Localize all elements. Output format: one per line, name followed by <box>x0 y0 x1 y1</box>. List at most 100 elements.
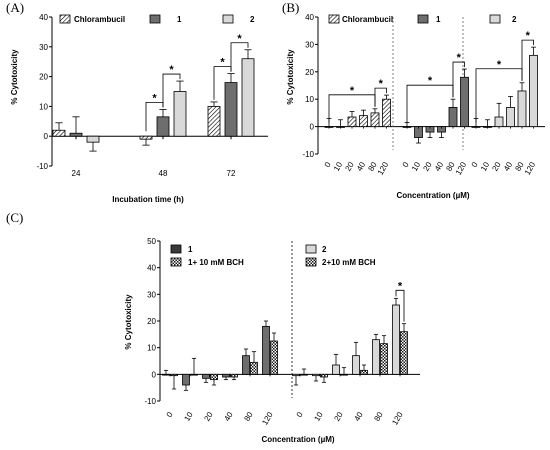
panel-c-bar <box>300 373 308 376</box>
panel-b-bar <box>517 90 527 128</box>
panel-b-significance-star: * <box>428 75 433 87</box>
panel-b-xtick-label: 20 <box>421 160 434 173</box>
panel-a-ytick-label: 40 <box>39 13 48 22</box>
panel-c-xtick-label: 20 <box>332 410 345 423</box>
panel-c-bar <box>222 373 230 378</box>
panel-a-legend: Chlorambucil 1 2 <box>59 14 255 24</box>
panel-a-significance-star: * <box>237 33 242 45</box>
panel-b-bar <box>506 107 515 127</box>
legend-label-c2-bch: 2+10 mM BCH <box>322 258 376 267</box>
panel-a-xlabel: Incubation time (h) <box>112 195 184 204</box>
panel-b-ylabel: % Cytotoxicity <box>286 49 295 105</box>
panel-c-bar <box>372 339 380 375</box>
panel-c-xtick-label: 10 <box>312 410 325 423</box>
panel-a-ytick-label: 0 <box>44 132 49 141</box>
panel-b-significance-star: * <box>526 30 531 42</box>
legend-label-c1: 1 <box>188 245 193 254</box>
panel-a-significance-star: * <box>220 57 225 69</box>
panel-b-significance-star: * <box>497 59 502 71</box>
panel-a-bar <box>241 58 255 137</box>
panel-b-ytick-label: 30 <box>305 40 314 49</box>
panel-b-xtick-label: 40 <box>355 160 368 173</box>
legend-swatch-2-b <box>489 14 501 24</box>
panel-c-xtick-label: 0 <box>295 410 305 419</box>
panel-c-bar <box>230 373 238 378</box>
panel-c-legend: 1 1+ 10 mM BCH 2 2+10 mM BCH <box>170 244 376 267</box>
panel-a-bar <box>69 132 83 137</box>
panel-b-xtick-label: 20 <box>343 160 356 173</box>
panel-a-bar <box>207 106 221 137</box>
panel-b-significance-star: * <box>379 78 384 90</box>
panel-c-xtick-label: 120 <box>390 410 405 427</box>
legend-label-2-b: 2 <box>512 15 517 24</box>
panel-c-significance-star: * <box>398 280 403 292</box>
panel-b-xtick-label: 10 <box>479 160 492 173</box>
panel-a-ylabel: % Cytotoxicity <box>10 49 19 105</box>
legend-swatch-chlorambucil-b <box>328 14 340 24</box>
legend-swatch-c2-bch <box>305 257 317 267</box>
panel-a-bar <box>52 129 66 137</box>
panel-c-xtick-label: 0 <box>165 410 175 419</box>
panel-a-bar <box>86 135 100 143</box>
panel-c-bar <box>162 373 170 376</box>
panel-c-label: (C) <box>6 210 23 225</box>
panel-b-ytick-label: 0 <box>310 123 315 132</box>
panel-b-ytick-label: -10 <box>302 150 314 159</box>
panel-b-bar <box>529 54 538 127</box>
panel-c-bar <box>332 364 340 375</box>
panel-a-bar <box>173 91 187 137</box>
panel-b-xtick-label: 20 <box>490 160 503 173</box>
panel-b-bar <box>382 98 391 127</box>
panel-c-ytick-label: -10 <box>144 397 156 406</box>
panel-b-legend: Chlorambucil 1 2 <box>328 14 517 24</box>
panel-c-significance-bracket <box>395 289 405 322</box>
legend-label-chlorambucil-b: Chlorambucil <box>342 15 393 24</box>
panel-c-xtick-label: 20 <box>202 410 215 423</box>
panel-c-bar <box>202 373 210 379</box>
panel-a-significance-star: * <box>152 92 157 104</box>
panel-a-bar <box>139 135 153 140</box>
panel-b-bar <box>460 76 469 127</box>
legend-swatch-2 <box>222 14 234 24</box>
panel-a-bar <box>156 116 170 137</box>
panel-c-bar <box>190 373 198 376</box>
panel-a-ytick-label: 10 <box>39 102 48 111</box>
panel-a-significance-bracket <box>230 42 249 72</box>
panel-b-xtick-label: 10 <box>410 160 423 173</box>
panel-b-xtick-label: 0 <box>401 160 411 169</box>
panel-a-ytick-label: 20 <box>39 73 48 82</box>
panel-c-bar <box>340 373 348 376</box>
panel-a-significance-star: * <box>169 64 174 76</box>
panel-c-bar <box>170 373 178 377</box>
panel-a-significance-bracket <box>162 73 181 108</box>
panel-b-significance-bracket <box>521 39 534 81</box>
legend-label-c2: 2 <box>322 245 327 254</box>
legend-label-c1-bch: 1+ 10 mM BCH <box>188 258 244 267</box>
panel-a-ytick-label: 30 <box>39 43 48 52</box>
panel-b-xlabel: Concentration (µM) <box>396 191 469 200</box>
panel-b-xtick-label: 40 <box>502 160 515 173</box>
panel-c-bar <box>320 373 328 378</box>
panel-b-significance-star: * <box>350 85 355 97</box>
panel-b-xtick-label: 0 <box>470 160 480 169</box>
panel-c-bar <box>292 373 300 377</box>
legend-label-chlorambucil: Chlorambucil <box>74 15 125 24</box>
panel-a-ytick-label: -10 <box>36 162 48 171</box>
panel-a-xtick-label: 48 <box>159 169 168 178</box>
panel-c-bar <box>270 340 278 375</box>
panel-c-bar <box>242 355 250 375</box>
panel-c-ytick-label: 40 <box>147 264 156 273</box>
panel-b-bar <box>448 107 458 127</box>
panel-c-plot: -10 0 10 20 30 40 50 0 10 20 40 80 120 0 10 20 40 80 120 * <box>144 237 420 427</box>
panel-b-ytick-label: 40 <box>305 13 314 22</box>
panel-b-xtick-label: 120 <box>454 160 469 177</box>
panel-b-bar <box>494 116 504 128</box>
panel-b-bar <box>359 115 368 127</box>
panel-c-bar <box>312 373 320 377</box>
legend-swatch-c1 <box>170 244 182 254</box>
legend-label-1-b: 1 <box>436 15 441 24</box>
panel-b-xtick-label: 0 <box>323 160 333 169</box>
panel-b-significance-bracket <box>374 87 387 107</box>
legend-swatch-chlorambucil <box>59 14 71 24</box>
